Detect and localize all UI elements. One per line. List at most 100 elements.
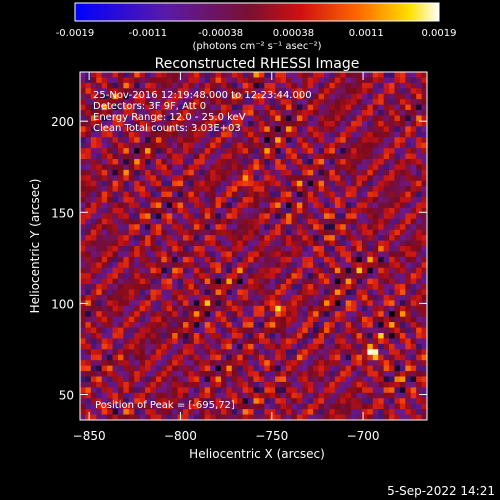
heatmap-cell: [329, 338, 336, 345]
heatmap-cell: [231, 316, 238, 323]
heatmap-cell: [264, 278, 271, 285]
heatmap-cell: [405, 175, 412, 182]
heatmap-cell: [253, 294, 260, 301]
heatmap-cell: [367, 131, 374, 138]
heatmap-cell: [410, 360, 417, 367]
heatmap-cell: [367, 142, 374, 149]
heatmap-cell: [416, 278, 422, 285]
heatmap-cell: [361, 278, 368, 285]
heatmap-cell: [307, 175, 314, 182]
heatmap-cell: [145, 191, 151, 198]
heatmap-cell: [210, 213, 216, 220]
heatmap-cell: [275, 403, 282, 410]
heatmap-cell: [356, 256, 363, 263]
heatmap-cell: [155, 115, 162, 122]
heatmap-cell: [101, 110, 108, 116]
heatmap-cell: [117, 343, 124, 350]
heatmap-cell: [286, 387, 292, 394]
heatmap-cell: [367, 316, 374, 323]
heatmap-cell: [101, 360, 108, 367]
heatmap-cell: [307, 202, 314, 209]
heatmap-cell: [253, 376, 260, 383]
heatmap-cell: [313, 251, 319, 258]
heatmap-cell: [155, 262, 162, 269]
heatmap-cell: [123, 381, 130, 388]
heatmap-cell: [286, 365, 292, 372]
heatmap-cell: [226, 115, 233, 122]
heatmap-cell: [204, 131, 211, 138]
heatmap-cell: [302, 82, 309, 89]
heatmap-cell: [155, 278, 162, 285]
heatmap-cell: [258, 365, 265, 372]
heatmap-cell: [313, 131, 319, 138]
heatmap-cell: [237, 153, 244, 160]
heatmap-cell: [112, 343, 119, 350]
heatmap-cell: [253, 289, 260, 296]
heatmap-cell: [242, 305, 249, 312]
heatmap-cell: [269, 381, 276, 388]
heatmap-cell: [264, 403, 271, 410]
heatmap-cell: [112, 164, 119, 171]
heatmap-cell: [172, 246, 178, 252]
heatmap-cell: [188, 120, 195, 127]
heatmap-cell: [101, 300, 108, 307]
heatmap-cell: [323, 256, 330, 263]
heatmap-cell: [193, 376, 200, 383]
heatmap-cell: [117, 267, 124, 274]
heatmap-cell: [123, 148, 130, 154]
heatmap-cell: [405, 120, 412, 127]
heatmap-cell: [269, 305, 276, 312]
heatmap-cell: [139, 131, 146, 138]
heatmap-cell: [248, 213, 254, 220]
heatmap-cell: [345, 169, 352, 176]
heatmap-cell: [210, 126, 216, 133]
heatmap-cell: [286, 251, 292, 258]
heatmap-cell: [410, 213, 417, 220]
heatmap-cell: [421, 213, 427, 220]
heatmap-cell: [356, 137, 363, 144]
heatmap-cell: [329, 381, 336, 388]
heatmap-cell: [313, 300, 319, 307]
heatmap-cell: [383, 300, 390, 307]
heatmap-cell: [161, 381, 168, 388]
heatmap-cell: [372, 164, 379, 171]
heatmap-cell: [128, 99, 135, 106]
heatmap-cell: [340, 186, 347, 193]
heatmap-cell: [155, 77, 162, 84]
heatmap-cell: [85, 338, 92, 345]
heatmap-cell: [172, 289, 178, 296]
heatmap-cell: [351, 251, 357, 258]
heatmap-cell: [96, 104, 103, 111]
heatmap-cell: [155, 186, 162, 193]
heatmap-cell: [80, 218, 86, 225]
heatmap-cell: [150, 218, 157, 225]
heatmap-cell: [139, 142, 146, 149]
heatmap-cell: [389, 403, 395, 410]
heatmap-cell: [177, 294, 184, 301]
heatmap-cell: [237, 197, 244, 203]
heatmap-cell: [356, 240, 363, 247]
heatmap-cell: [134, 322, 141, 328]
heatmap-cell: [248, 251, 254, 258]
heatmap-cell: [183, 191, 189, 198]
heatmap-cell: [112, 175, 119, 182]
heatmap-cell: [394, 218, 401, 225]
heatmap-cell: [394, 240, 401, 247]
heatmap-cell: [80, 202, 86, 209]
heatmap-cell: [166, 197, 173, 203]
heatmap-cell: [399, 169, 406, 176]
heatmap-cell: [231, 294, 238, 301]
heatmap-cell: [145, 197, 151, 203]
heatmap-cell: [318, 251, 325, 258]
heatmap-cell: [313, 180, 319, 187]
heatmap-cell: [248, 381, 254, 388]
heatmap-cell: [372, 104, 379, 111]
heatmap-cell: [210, 284, 216, 290]
heatmap-cell: [318, 164, 325, 171]
heatmap-cell: [96, 159, 103, 165]
heatmap-cell: [367, 403, 374, 410]
heatmap-cell: [269, 365, 276, 372]
heatmap-cell: [302, 202, 309, 209]
heatmap-cell: [193, 88, 200, 95]
heatmap-cell: [334, 365, 341, 372]
